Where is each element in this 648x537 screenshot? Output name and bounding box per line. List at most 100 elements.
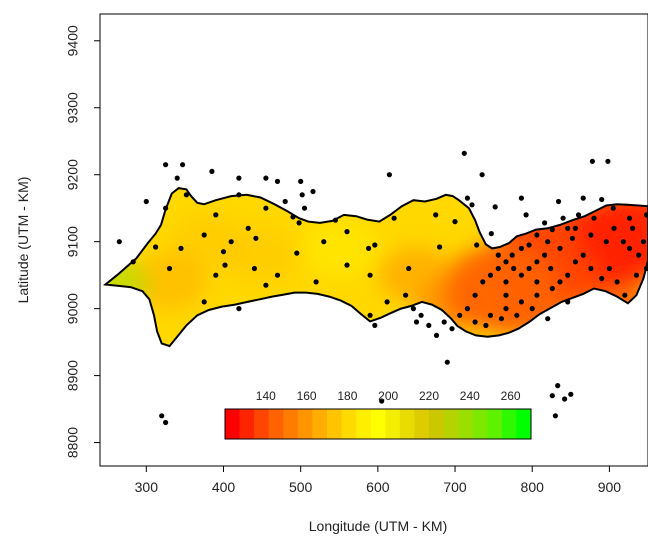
station-point bbox=[263, 175, 269, 181]
station-point bbox=[290, 214, 296, 220]
station-point bbox=[344, 262, 350, 268]
station-point bbox=[236, 175, 242, 181]
station-point bbox=[487, 312, 494, 318]
legend-labels: 140 160 180 200 220 240 260 bbox=[256, 389, 521, 403]
station-point bbox=[413, 319, 420, 325]
station-point bbox=[549, 285, 555, 292]
legend-label: 200 bbox=[378, 389, 398, 403]
station-point bbox=[572, 259, 579, 265]
station-point bbox=[503, 306, 509, 312]
station-point bbox=[589, 158, 596, 164]
station-point bbox=[565, 299, 571, 305]
legend-swatch bbox=[399, 409, 415, 439]
station-point bbox=[622, 292, 628, 298]
station-point bbox=[253, 235, 259, 241]
station-point bbox=[437, 244, 443, 250]
station-point bbox=[201, 299, 207, 305]
station-point bbox=[178, 245, 184, 251]
station-point bbox=[575, 212, 582, 218]
legend-swatch bbox=[385, 409, 401, 439]
y-axis: 8800 8900 9000 9100 9200 9300 9400 bbox=[65, 25, 100, 458]
station-point bbox=[163, 162, 169, 168]
station-point bbox=[464, 306, 470, 312]
station-point bbox=[228, 239, 234, 245]
station-point bbox=[321, 239, 327, 245]
station-point bbox=[449, 326, 455, 332]
station-point bbox=[626, 245, 633, 251]
station-point bbox=[534, 259, 540, 265]
y-tick-label: 9000 bbox=[65, 293, 81, 324]
station-point bbox=[366, 245, 372, 251]
station-point bbox=[298, 178, 304, 184]
legend-swatch bbox=[501, 409, 517, 439]
station-point bbox=[301, 205, 308, 211]
station-point bbox=[555, 198, 562, 205]
y-axis-title: Latitude (UTM - KM) bbox=[15, 177, 31, 304]
station-point bbox=[509, 252, 515, 258]
station-point bbox=[163, 205, 169, 211]
station-point bbox=[274, 272, 281, 278]
station-point bbox=[495, 265, 501, 272]
legend-frame bbox=[224, 408, 532, 440]
station-point bbox=[545, 239, 551, 245]
y-tick-label: 8800 bbox=[65, 427, 81, 458]
station-point bbox=[526, 242, 532, 248]
station-point bbox=[610, 205, 616, 211]
station-point bbox=[580, 195, 586, 201]
station-point bbox=[263, 205, 269, 211]
station-point bbox=[523, 212, 529, 218]
station-point bbox=[166, 265, 173, 272]
station-point bbox=[263, 282, 269, 288]
x-axis: 300 400 500 600 700 800 900 bbox=[135, 466, 621, 495]
station-point bbox=[487, 272, 494, 278]
station-point bbox=[518, 299, 525, 305]
surface-hotspot-8 bbox=[170, 213, 247, 271]
station-point bbox=[565, 225, 571, 231]
x-tick-label: 600 bbox=[366, 479, 390, 495]
station-point bbox=[213, 212, 219, 218]
x-tick-label: 800 bbox=[521, 479, 545, 495]
station-point bbox=[640, 239, 647, 245]
surface-hotspot-2 bbox=[574, 191, 648, 279]
station-point bbox=[391, 215, 397, 221]
legend-swatch bbox=[254, 409, 270, 439]
station-point bbox=[403, 292, 409, 298]
station-point bbox=[282, 198, 288, 205]
station-point bbox=[426, 322, 432, 328]
station-point bbox=[605, 158, 611, 164]
surface-hotspot-6 bbox=[301, 219, 378, 277]
legend-swatch bbox=[327, 409, 343, 439]
station-point bbox=[245, 225, 251, 231]
station-point bbox=[511, 265, 517, 272]
station-point bbox=[492, 204, 498, 210]
y-tick-label: 9300 bbox=[65, 92, 81, 123]
surface-hotspot-9 bbox=[131, 253, 208, 311]
legend-swatch bbox=[297, 409, 313, 439]
station-point bbox=[159, 413, 165, 419]
legend-swatch bbox=[283, 409, 299, 439]
legend-label: 240 bbox=[460, 389, 480, 403]
station-point bbox=[599, 196, 605, 203]
y-tick-label: 8900 bbox=[65, 360, 81, 391]
legend-label: 260 bbox=[501, 389, 521, 403]
legend-swatch bbox=[341, 409, 357, 439]
station-point bbox=[557, 245, 563, 251]
legend-swatch bbox=[356, 409, 372, 439]
station-point bbox=[560, 215, 566, 221]
station-point bbox=[433, 212, 439, 218]
legend-swatch bbox=[312, 409, 328, 439]
legend-label: 140 bbox=[256, 389, 276, 403]
station-point bbox=[588, 232, 594, 238]
station-point bbox=[236, 192, 242, 198]
x-tick-label: 500 bbox=[289, 479, 313, 495]
station-point bbox=[483, 322, 489, 328]
station-point bbox=[479, 172, 485, 178]
station-point bbox=[498, 316, 504, 322]
station-point bbox=[143, 198, 149, 205]
station-point bbox=[518, 195, 525, 201]
station-point bbox=[626, 215, 633, 221]
station-point bbox=[562, 396, 568, 402]
station-point bbox=[464, 195, 470, 201]
legend-swatch bbox=[516, 409, 532, 439]
station-point bbox=[542, 252, 548, 258]
